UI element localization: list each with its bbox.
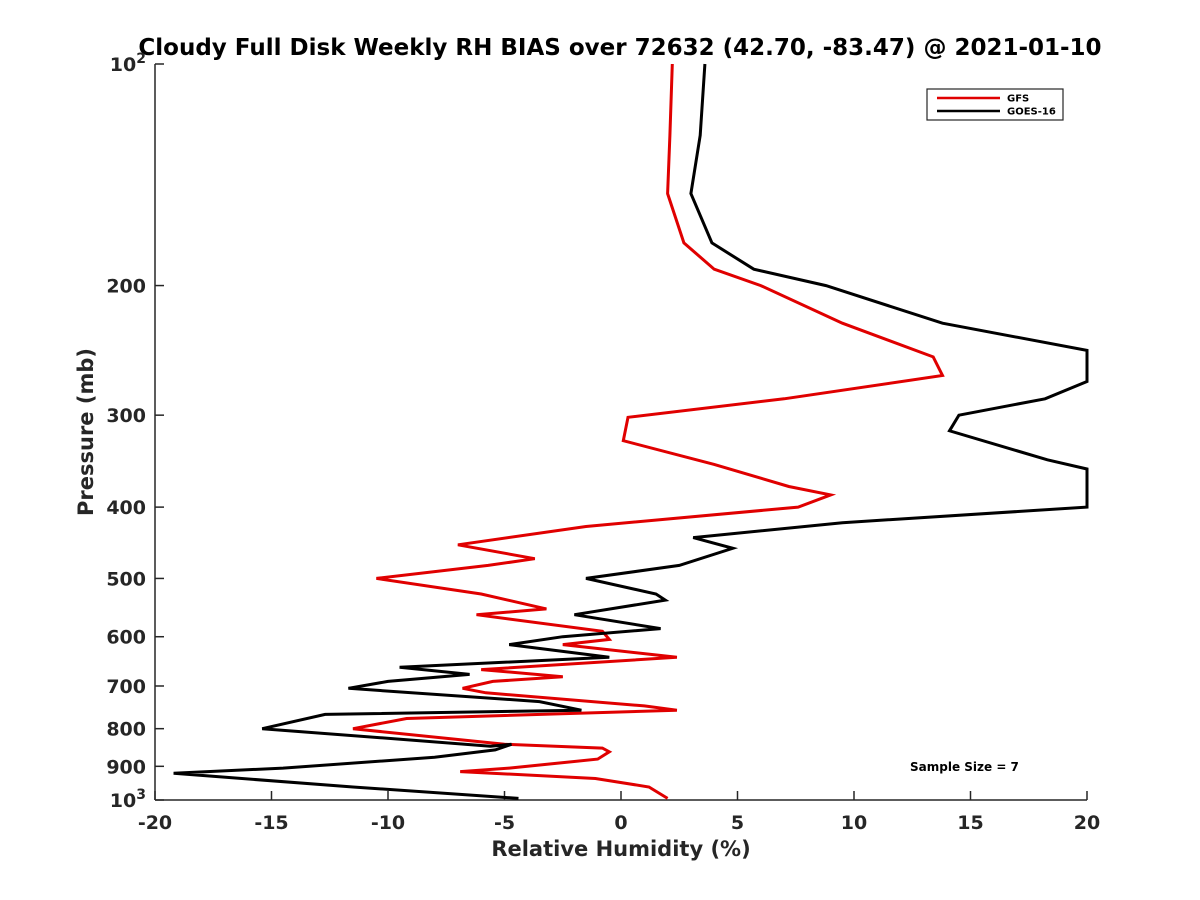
legend-label: GFS: [1007, 94, 1029, 105]
y-tick-label: 102: [110, 51, 146, 76]
x-tick-label: 20: [1074, 812, 1100, 834]
chart-title: Cloudy Full Disk Weekly RH BIAS over 726…: [138, 35, 1101, 61]
legend-box: [926, 88, 1064, 121]
series-lines: [173, 63, 1089, 800]
x-tick-label: -15: [254, 812, 288, 834]
series-line-gfs: [352, 63, 945, 800]
y-tick-label: 800: [106, 719, 146, 741]
y-tick-label: 500: [106, 568, 146, 590]
x-axis-ticks: -20 -15 -10 -5 0 5 10 15 20: [138, 791, 1100, 834]
y-tick-label: 400: [106, 497, 146, 519]
x-tick-label: 0: [614, 812, 627, 834]
y-tick-label: 900: [106, 756, 146, 778]
y-axis-ticks: 102 200 300 400 500 600 700 800 900 103: [106, 51, 164, 812]
y-tick-label: 200: [106, 276, 146, 298]
x-tick-label: -5: [494, 812, 515, 834]
x-tick-label: 15: [957, 812, 983, 834]
x-tick-label: 5: [731, 812, 744, 834]
x-tick-label: 10: [841, 812, 867, 834]
y-axis-label: Pressure (mb): [74, 348, 98, 516]
y-tick-label: 103: [110, 787, 146, 812]
x-axis-label: Relative Humidity (%): [491, 837, 750, 861]
x-tick-label: -20: [138, 812, 172, 834]
legend-label: GOES-16: [1007, 107, 1056, 118]
y-tick-label: 600: [106, 627, 146, 649]
sample-size-annotation: Sample Size = 7: [910, 760, 1019, 774]
series-line-goes-16: [173, 63, 1089, 800]
y-tick-label: 700: [106, 676, 146, 698]
x-tick-label: -10: [371, 812, 405, 834]
legend: GFS GOES-16: [926, 88, 1064, 121]
plot-area: [154, 64, 1087, 801]
y-tick-label: 300: [106, 405, 146, 427]
